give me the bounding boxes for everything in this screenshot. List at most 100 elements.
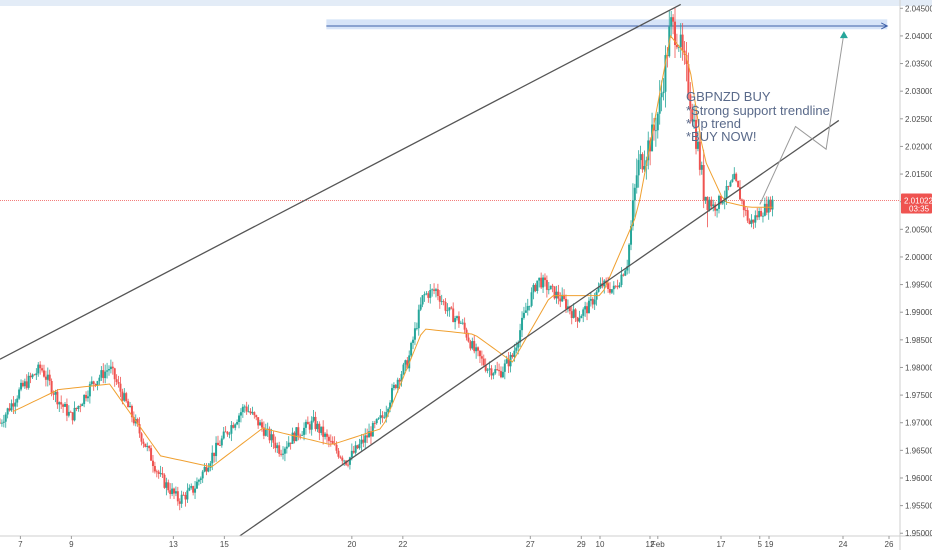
candle-body xyxy=(297,427,300,436)
candle-body xyxy=(486,369,489,371)
candle-body xyxy=(262,427,265,436)
candle-body xyxy=(754,215,757,223)
candle-body xyxy=(758,211,761,218)
candle-body xyxy=(71,412,74,421)
candle-body xyxy=(2,421,5,423)
candle-body xyxy=(662,91,665,94)
price-tick-label: 2.03000 xyxy=(905,87,932,96)
candle-body xyxy=(434,289,437,291)
candle-body xyxy=(144,443,147,447)
candle-body xyxy=(721,201,724,204)
candle-body xyxy=(0,422,3,424)
support-trendline[interactable] xyxy=(239,119,840,537)
candle-body xyxy=(228,433,231,435)
candle-body xyxy=(184,495,187,500)
annotation-line-2: *Strong support trendline xyxy=(686,103,830,118)
candle-body xyxy=(58,402,61,405)
candle-body xyxy=(159,473,162,474)
candle-body xyxy=(522,312,525,318)
candle-body xyxy=(572,309,575,318)
candle-body xyxy=(373,423,376,424)
candle-body xyxy=(440,301,443,303)
candle-body xyxy=(580,315,583,319)
time-tick-label: 27 xyxy=(526,540,535,549)
candle-body xyxy=(192,486,195,493)
candle-body xyxy=(211,452,214,464)
candle-body xyxy=(681,34,684,51)
candle-body xyxy=(710,199,713,207)
candle-body xyxy=(10,403,13,411)
candle-body xyxy=(761,215,764,217)
candle-body xyxy=(677,46,680,48)
candle-body xyxy=(752,219,755,223)
candle-body xyxy=(475,347,478,352)
annotation-line-1: GBPNZD BUY xyxy=(686,89,771,104)
candle-body xyxy=(331,440,334,444)
price-tick-label: 1.98000 xyxy=(905,363,932,372)
candle-body xyxy=(312,416,315,421)
price-tick-label: 1.97000 xyxy=(905,419,932,428)
candle-body xyxy=(83,394,86,405)
candle-body xyxy=(570,311,573,318)
candle-body xyxy=(314,416,317,430)
candle-body xyxy=(260,422,263,428)
candle-body xyxy=(283,448,286,454)
candle-body xyxy=(735,173,738,181)
candle-body xyxy=(113,368,116,380)
candle-body xyxy=(469,341,472,349)
candle-body xyxy=(90,381,93,385)
candle-body xyxy=(213,452,216,457)
candle-body xyxy=(224,431,227,433)
time-tick-label: 20 xyxy=(347,540,356,549)
candle-body xyxy=(436,289,439,296)
candle-body xyxy=(561,294,564,302)
candle-body xyxy=(459,322,462,324)
candle-body xyxy=(188,487,191,491)
candle-body xyxy=(660,93,663,98)
candle-body xyxy=(737,180,740,188)
candle-body xyxy=(239,412,242,416)
candle-body xyxy=(280,453,283,455)
upper-channel-line[interactable] xyxy=(0,3,682,360)
price-tick-label: 1.99000 xyxy=(905,308,932,317)
candle-body xyxy=(299,435,302,437)
candle-body xyxy=(501,371,504,378)
candle-body xyxy=(398,379,401,382)
candle-body xyxy=(471,341,474,349)
candle-body xyxy=(377,418,380,420)
candle-body xyxy=(584,306,587,310)
candle-body xyxy=(350,450,353,458)
candle-body xyxy=(421,295,424,305)
candle-body xyxy=(186,490,189,500)
candle-body xyxy=(406,360,409,369)
candle-body xyxy=(484,365,487,371)
candle-body xyxy=(343,460,346,462)
candle-body xyxy=(111,366,114,369)
candle-body xyxy=(339,456,342,458)
candle-body xyxy=(425,293,428,295)
candle-body xyxy=(593,299,596,305)
candle-body xyxy=(354,445,357,453)
candle-body xyxy=(33,374,36,376)
candle-body xyxy=(383,417,386,419)
candle-body xyxy=(308,424,311,430)
price-tick-label: 2.04500 xyxy=(905,4,932,13)
candle-body xyxy=(429,290,432,298)
candle-body xyxy=(117,381,120,384)
candle-body xyxy=(633,187,636,201)
candle-body xyxy=(64,404,67,407)
candle-body xyxy=(197,480,200,482)
candle-body xyxy=(404,360,407,365)
candle-body xyxy=(375,419,378,424)
candle-body xyxy=(517,342,520,348)
candle-body xyxy=(410,342,413,356)
candle-body xyxy=(195,481,198,489)
candle-body xyxy=(155,471,158,473)
candle-body xyxy=(643,166,646,170)
candle-body xyxy=(180,494,183,504)
candle-body xyxy=(714,204,717,211)
candle-body xyxy=(226,431,229,435)
candle-body xyxy=(249,411,252,414)
candle-body xyxy=(270,434,273,441)
